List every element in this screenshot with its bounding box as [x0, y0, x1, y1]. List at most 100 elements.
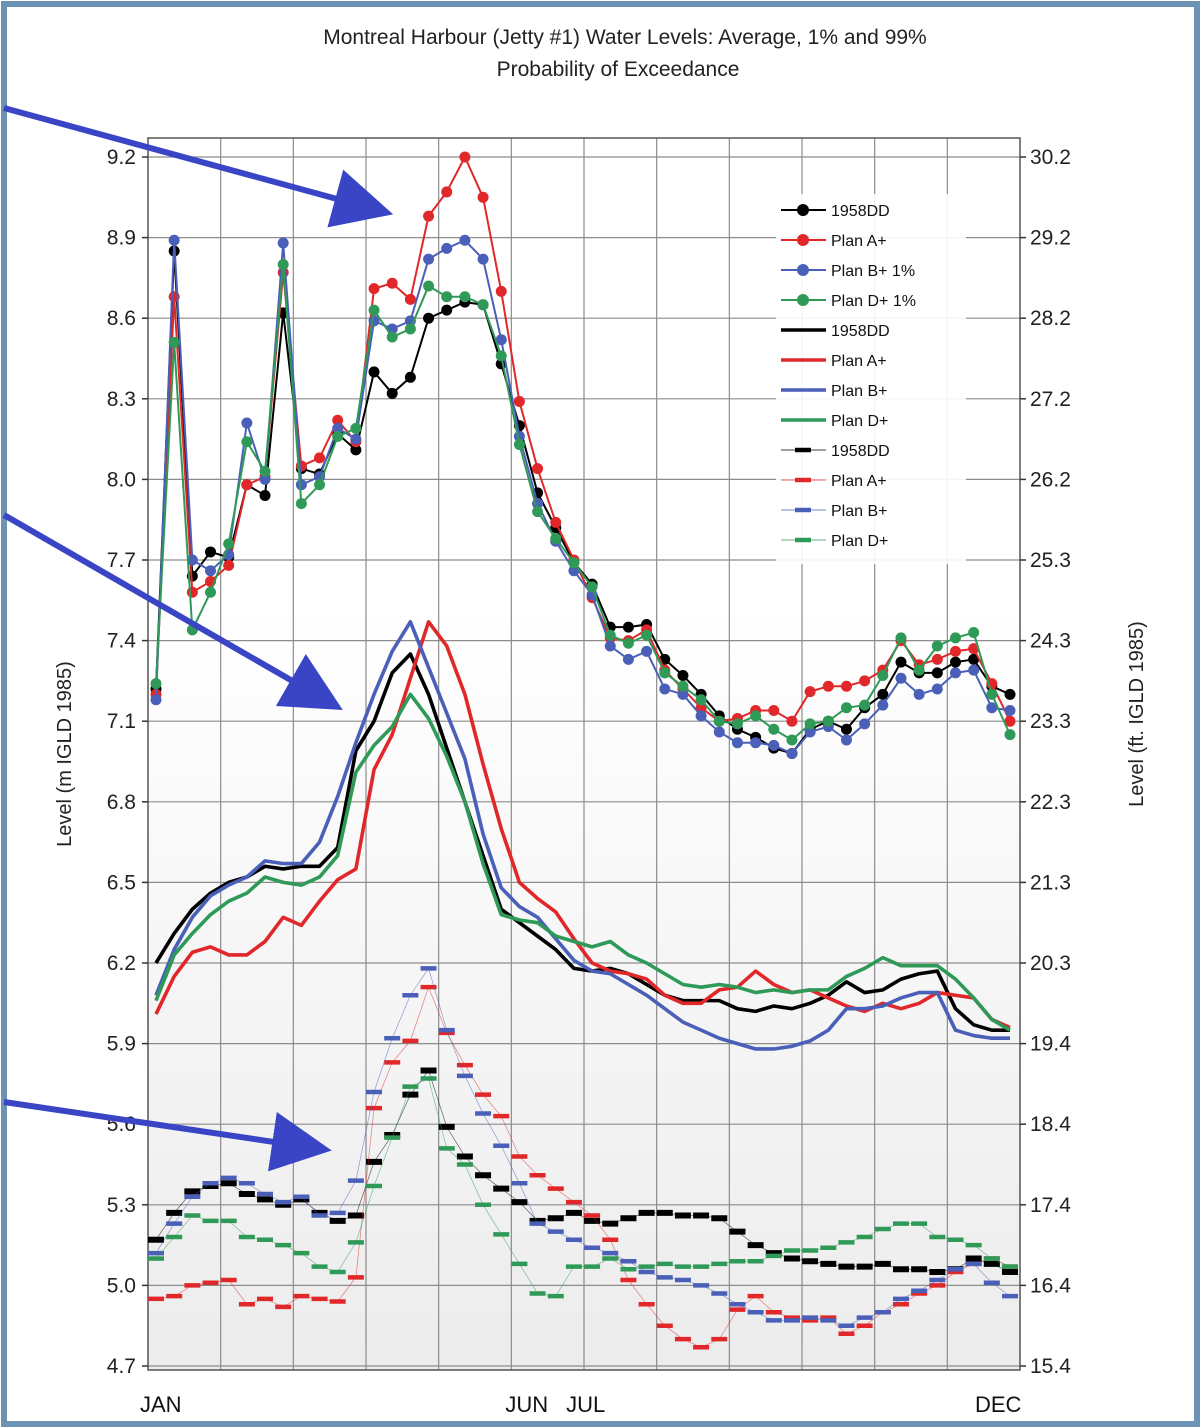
data-point: [423, 210, 435, 222]
series-99%-plan-a-: [148, 984, 1018, 1350]
left-tick-label: 8.0: [107, 468, 136, 491]
data-point: [949, 656, 961, 668]
data-point: [368, 304, 380, 316]
data-point: [441, 291, 453, 303]
data-point: [441, 242, 453, 254]
data-point: [186, 554, 198, 566]
data-point: [986, 688, 998, 700]
legend-label: Plan A+: [831, 353, 887, 370]
data-point: [768, 739, 780, 751]
data-point: [968, 653, 980, 665]
legend-swatch-marker: [797, 234, 809, 246]
data-point: [277, 237, 289, 249]
data-point: [477, 191, 489, 203]
right-tick-label: 27.2: [1030, 388, 1071, 411]
axis-ticks: 9.2 30.2 8.9 29.2 8.6 28.2 8.3 27.2 8.0 26.2 7.7 25…: [107, 146, 1071, 1417]
data-point: [386, 277, 398, 289]
series-line: [154, 652, 1010, 1032]
data-point: [895, 672, 907, 684]
data-point: [840, 680, 852, 692]
data-point: [1004, 729, 1016, 741]
arrow-99pct: [3, 1099, 332, 1172]
legend-label: Plan D+: [831, 533, 888, 550]
data-point: [931, 683, 943, 695]
data-point: [840, 734, 852, 746]
data-point: [386, 331, 398, 343]
legend-item: Plan A+: [781, 353, 887, 370]
legend-swatch-marker: [797, 204, 809, 216]
series-line: [155, 264, 1011, 742]
data-point: [150, 678, 162, 690]
data-point: [622, 621, 634, 633]
legend-label: Plan B+: [831, 383, 887, 400]
left-tick-label: 4.7: [107, 1355, 136, 1378]
month-label: DEC: [975, 1392, 1022, 1417]
month-label: JUN: [505, 1392, 548, 1417]
series-layer: [148, 151, 1018, 1350]
right-tick-label: 16.4: [1030, 1274, 1071, 1297]
data-point: [659, 667, 671, 679]
data-point: [295, 498, 307, 510]
left-tick-label: 9.2: [107, 146, 136, 169]
data-point: [241, 479, 253, 491]
data-point: [223, 538, 235, 550]
data-point: [713, 726, 725, 738]
data-point: [804, 726, 816, 738]
data-point: [277, 258, 289, 270]
annotation-arrows: [2, 105, 394, 1172]
data-point: [968, 643, 980, 655]
data-point: [459, 234, 471, 246]
arrow-average: [2, 512, 343, 710]
right-axis-label: Level (ft. IGLD 1985): [1126, 621, 1148, 807]
right-tick-label: 29.2: [1030, 227, 1071, 250]
left-tick-label: 7.1: [107, 710, 136, 733]
legend: 1958DD Plan A+ Plan B+ 1% Plan D+ 1% 1958DD P…: [776, 194, 966, 564]
legend-item: 1958DD: [781, 443, 890, 460]
data-point: [786, 734, 798, 746]
data-point: [495, 285, 507, 297]
data-point: [441, 304, 453, 316]
data-point: [786, 747, 798, 759]
data-point: [477, 253, 489, 265]
data-point: [168, 336, 180, 348]
data-point: [750, 737, 762, 749]
right-tick-label: 17.4: [1030, 1194, 1071, 1217]
data-point: [423, 312, 435, 324]
legend-box: [776, 194, 966, 564]
data-point: [949, 632, 961, 644]
data-point: [223, 559, 235, 571]
left-tick-label: 8.9: [107, 227, 136, 250]
legend-item: Plan A+: [781, 473, 887, 490]
data-point: [259, 473, 271, 485]
data-point: [459, 151, 471, 163]
data-point: [495, 334, 507, 346]
data-point: [659, 683, 671, 695]
data-point: [241, 436, 253, 448]
data-point: [186, 586, 198, 598]
legend-label: Plan D+ 1%: [831, 293, 916, 310]
right-tick-label: 22.3: [1030, 791, 1071, 814]
data-point: [604, 640, 616, 652]
data-point: [822, 680, 834, 692]
data-point: [877, 670, 889, 682]
legend-item: Plan B+: [781, 503, 887, 520]
data-point: [986, 702, 998, 714]
right-tick-label: 15.4: [1030, 1355, 1071, 1378]
legend-label: 1958DD: [831, 203, 890, 220]
left-tick-label: 5.0: [107, 1274, 136, 1297]
data-point: [895, 632, 907, 644]
right-tick-label: 23.3: [1030, 710, 1071, 733]
data-point: [350, 422, 362, 434]
series-line: [154, 619, 1010, 1051]
left-tick-label: 7.7: [107, 549, 136, 572]
data-point: [695, 702, 707, 714]
month-label: JAN: [140, 1392, 182, 1417]
legend-item: Plan B+: [781, 383, 887, 400]
left-tick-label: 6.5: [107, 871, 136, 894]
legend-label: Plan B+ 1%: [831, 263, 915, 280]
data-point: [205, 586, 217, 598]
data-point: [386, 387, 398, 399]
data-point: [1004, 704, 1016, 716]
data-point: [768, 723, 780, 735]
